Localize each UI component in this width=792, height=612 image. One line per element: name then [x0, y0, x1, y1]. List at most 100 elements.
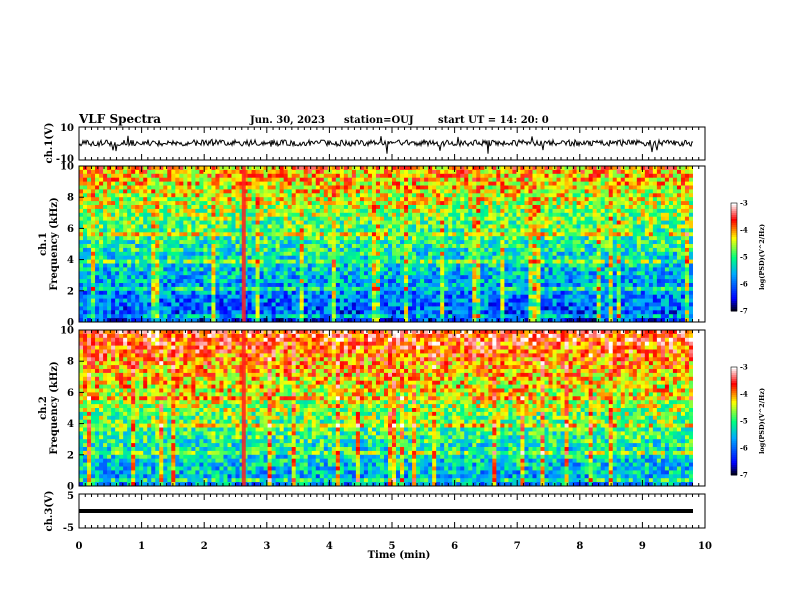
ch1-spectrogram-cell — [271, 228, 277, 233]
ch1-spectrogram-cell — [472, 220, 477, 225]
ch1-spectrogram-cell — [347, 220, 353, 225]
ch1-spectrogram-cell — [472, 251, 477, 257]
ch1-spectrogram-cell — [207, 228, 212, 233]
ch1-spectrogram-cell — [412, 306, 417, 311]
ch1-spectrogram-cell — [319, 286, 325, 292]
ch1-spectrogram-cell — [295, 201, 301, 206]
ch1-spectrogram-cell — [191, 255, 196, 260]
ch1-spectrogram-cell — [319, 244, 325, 249]
ch1-spectrogram-cell — [436, 205, 441, 210]
ch1-spectrogram-cell — [560, 298, 565, 303]
ch1-spectrogram-cell — [363, 216, 369, 221]
ch1-spectrogram-cell — [175, 275, 180, 280]
ch1-spectrogram-cell — [456, 228, 461, 233]
ch1-spectrogram-cell — [412, 185, 417, 190]
ch1-spectrogram-cell — [351, 177, 357, 182]
ch1-spectrogram-cell — [392, 247, 397, 253]
ch1-spectrogram-cell — [231, 185, 236, 190]
ch1-spectrogram-cell — [468, 279, 473, 284]
ch1-spectrogram-cell — [375, 216, 381, 221]
ch1-spectrogram-cell — [339, 298, 345, 303]
ch1-spectrogram-cell — [335, 271, 341, 276]
ch1-spectrogram-cell — [311, 228, 317, 233]
ch1-spectrogram-cell — [99, 216, 104, 221]
ch1-spectrogram-cell — [279, 208, 285, 214]
ch1-spectrogram-cell — [548, 212, 553, 218]
ch1-spectrogram-cell — [392, 314, 397, 319]
ch1-spectrogram-cell — [159, 212, 164, 218]
ch1-spectrogram-cell — [456, 310, 461, 315]
ch1-spectrogram-cell — [203, 166, 208, 171]
ch1-spectrogram-cell — [307, 290, 313, 296]
ch1-spectrogram-cell — [396, 314, 401, 319]
ch1-spectrogram-cell — [520, 216, 525, 221]
ch1-spectrogram-cell — [119, 208, 124, 214]
ch1-spectrogram-cell — [524, 193, 529, 198]
ch1-spectrogram-cell — [544, 236, 549, 241]
ch1-spectrogram-cell — [448, 279, 453, 284]
ch1-spectrogram-cell — [375, 279, 381, 284]
ch1-spectrogram-cell — [291, 201, 297, 206]
ch1-spectrogram-cell — [235, 236, 240, 241]
ch1-spectrogram-cell — [464, 166, 469, 171]
ch1-spectrogram-cell — [119, 263, 124, 268]
ch1-spectrogram-cell — [492, 208, 497, 214]
ch1-spectrogram-cell — [163, 232, 168, 237]
ch1-spectrogram-cell — [171, 193, 176, 198]
ch1-spectrogram-cell — [175, 169, 180, 175]
ch1-spectrogram-cell — [107, 298, 112, 303]
ch1-spectrogram-cell — [568, 267, 573, 272]
ch1-spectrogram-cell — [548, 240, 553, 245]
ch1-spectrogram-cell — [375, 173, 381, 179]
ch1-spectrogram-cell — [536, 189, 541, 194]
ch1-spectrogram-cell — [291, 251, 297, 257]
ch1-spectrogram-cell — [315, 275, 321, 280]
ch1-spectrogram-cell — [203, 220, 208, 225]
ch1-spectrogram-cell — [404, 189, 409, 194]
ch1-spectrogram-cell — [560, 302, 565, 307]
ch1-spectrogram-cell — [175, 177, 180, 182]
ch1-spectrogram-cell — [315, 247, 321, 253]
ch1-spectrogram-cell — [223, 302, 228, 307]
ch1-spectrogram-cell — [283, 240, 289, 245]
ch1-spectrogram-cell — [492, 279, 497, 284]
ch1-spectrogram-cell — [560, 286, 565, 292]
ch1-spectrogram-cell — [416, 306, 421, 311]
ch1-spectrogram-cell — [95, 294, 100, 299]
ch1-spectrogram-cell — [516, 255, 521, 260]
ch1-spectrogram-cell — [123, 290, 128, 296]
ch1-spectrogram-cell — [263, 177, 269, 182]
ch1-spectrogram-cell — [139, 294, 144, 299]
ch1-spectrogram-cell — [416, 193, 421, 198]
ch1-spectrogram-cell — [211, 244, 216, 249]
ch1-spectrogram-cell — [544, 275, 549, 280]
ch1-spectrogram-cell — [115, 255, 120, 260]
ch1-spectrogram-cell — [383, 201, 389, 206]
ch1-spectrogram-cell — [143, 197, 148, 202]
ch1-spectrogram-cell — [472, 290, 477, 296]
ch1-spectrogram-cell — [488, 197, 493, 202]
ch1-spectrogram-cell — [568, 181, 573, 186]
ch1-spectrogram-cell — [311, 197, 317, 202]
ch1-spectrogram-cell — [420, 318, 425, 323]
ch1-spectrogram-cell — [456, 279, 461, 284]
ch1-spectrogram-cell — [359, 232, 365, 237]
ch1-spectrogram-cell — [379, 197, 385, 202]
ch1-spectrogram-cell — [87, 318, 92, 323]
ch1-spectrogram-cell — [279, 181, 285, 186]
ch1-spectrogram-cell — [303, 247, 309, 253]
ch1-spectrogram-cell — [235, 201, 240, 206]
ch1-spectrogram-cell — [195, 286, 200, 292]
ch1-spectrogram-cell — [307, 247, 313, 253]
ch1-spectrogram-cell — [464, 302, 469, 307]
ch1-spectrogram-cell — [127, 267, 132, 272]
ch1-spectrogram-cell — [155, 306, 160, 311]
ch1-spectrogram-cell — [420, 263, 425, 268]
ch1-spectrogram-cell — [416, 220, 421, 225]
ch1-spectrogram-cell — [103, 314, 108, 319]
ch1-spectrogram-cell — [295, 294, 301, 299]
ch1-spectrogram-cell — [516, 220, 521, 225]
ch1-spectrogram-cell — [488, 240, 493, 245]
ch1-spectrogram-cell — [291, 208, 297, 214]
ch1-spectrogram-cell — [460, 189, 465, 194]
